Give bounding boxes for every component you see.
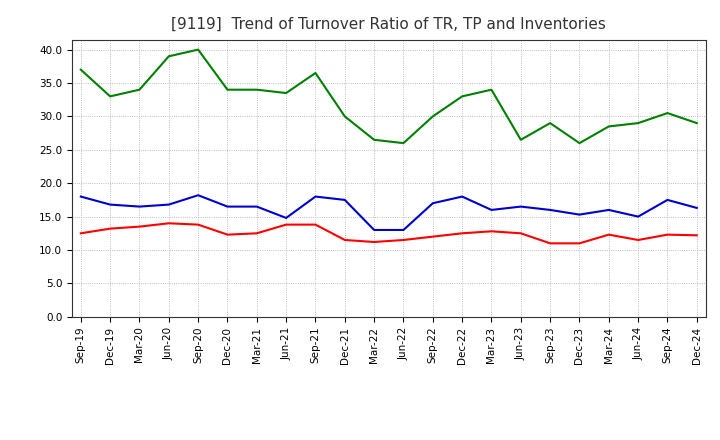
Inventories xyxy=(663,110,672,116)
Trade Payables xyxy=(135,204,144,209)
Trade Receivables xyxy=(341,237,349,242)
Trade Payables xyxy=(634,214,642,219)
Inventories xyxy=(605,124,613,129)
Trade Payables xyxy=(223,204,232,209)
Inventories xyxy=(223,87,232,92)
Inventories xyxy=(575,140,584,146)
Inventories xyxy=(634,121,642,126)
Trade Receivables xyxy=(253,231,261,236)
Inventories xyxy=(516,137,525,143)
Inventories xyxy=(693,121,701,126)
Trade Payables xyxy=(399,227,408,233)
Trade Receivables xyxy=(663,232,672,237)
Line: Inventories: Inventories xyxy=(81,50,697,143)
Trade Receivables xyxy=(428,234,437,239)
Line: Trade Receivables: Trade Receivables xyxy=(81,223,697,243)
Trade Receivables xyxy=(575,241,584,246)
Trade Payables xyxy=(663,197,672,202)
Trade Payables xyxy=(282,215,290,220)
Trade Receivables xyxy=(634,237,642,242)
Inventories xyxy=(311,70,320,76)
Inventories xyxy=(458,94,467,99)
Trade Payables xyxy=(341,197,349,202)
Line: Trade Payables: Trade Payables xyxy=(81,195,697,230)
Inventories xyxy=(106,94,114,99)
Inventories xyxy=(76,67,85,72)
Trade Payables xyxy=(76,194,85,199)
Trade Receivables xyxy=(458,231,467,236)
Trade Payables xyxy=(546,207,554,213)
Trade Receivables xyxy=(605,232,613,237)
Inventories xyxy=(546,121,554,126)
Inventories xyxy=(341,114,349,119)
Trade Receivables xyxy=(106,226,114,231)
Trade Receivables xyxy=(370,239,379,245)
Inventories xyxy=(164,54,173,59)
Trade Payables xyxy=(370,227,379,233)
Inventories xyxy=(135,87,144,92)
Trade Receivables xyxy=(76,231,85,236)
Inventories xyxy=(487,87,496,92)
Trade Receivables xyxy=(546,241,554,246)
Trade Payables xyxy=(693,205,701,211)
Inventories xyxy=(194,47,202,52)
Inventories xyxy=(253,87,261,92)
Inventories xyxy=(399,140,408,146)
Trade Receivables xyxy=(194,222,202,227)
Trade Payables xyxy=(605,207,613,213)
Trade Receivables xyxy=(135,224,144,229)
Trade Receivables xyxy=(223,232,232,237)
Trade Receivables xyxy=(164,220,173,226)
Trade Payables xyxy=(516,204,525,209)
Trade Receivables xyxy=(399,237,408,242)
Trade Payables xyxy=(164,202,173,207)
Trade Receivables xyxy=(311,222,320,227)
Trade Payables xyxy=(253,204,261,209)
Trade Payables xyxy=(428,201,437,206)
Inventories xyxy=(428,114,437,119)
Trade Receivables xyxy=(693,233,701,238)
Trade Payables xyxy=(311,194,320,199)
Trade Payables xyxy=(487,207,496,213)
Trade Receivables xyxy=(516,231,525,236)
Trade Receivables xyxy=(282,222,290,227)
Trade Payables xyxy=(575,212,584,217)
Trade Receivables xyxy=(487,229,496,234)
Inventories xyxy=(370,137,379,143)
Trade Payables xyxy=(194,193,202,198)
Trade Payables xyxy=(458,194,467,199)
Title: [9119]  Trend of Turnover Ratio of TR, TP and Inventories: [9119] Trend of Turnover Ratio of TR, TP… xyxy=(171,16,606,32)
Trade Payables xyxy=(106,202,114,207)
Inventories xyxy=(282,90,290,95)
